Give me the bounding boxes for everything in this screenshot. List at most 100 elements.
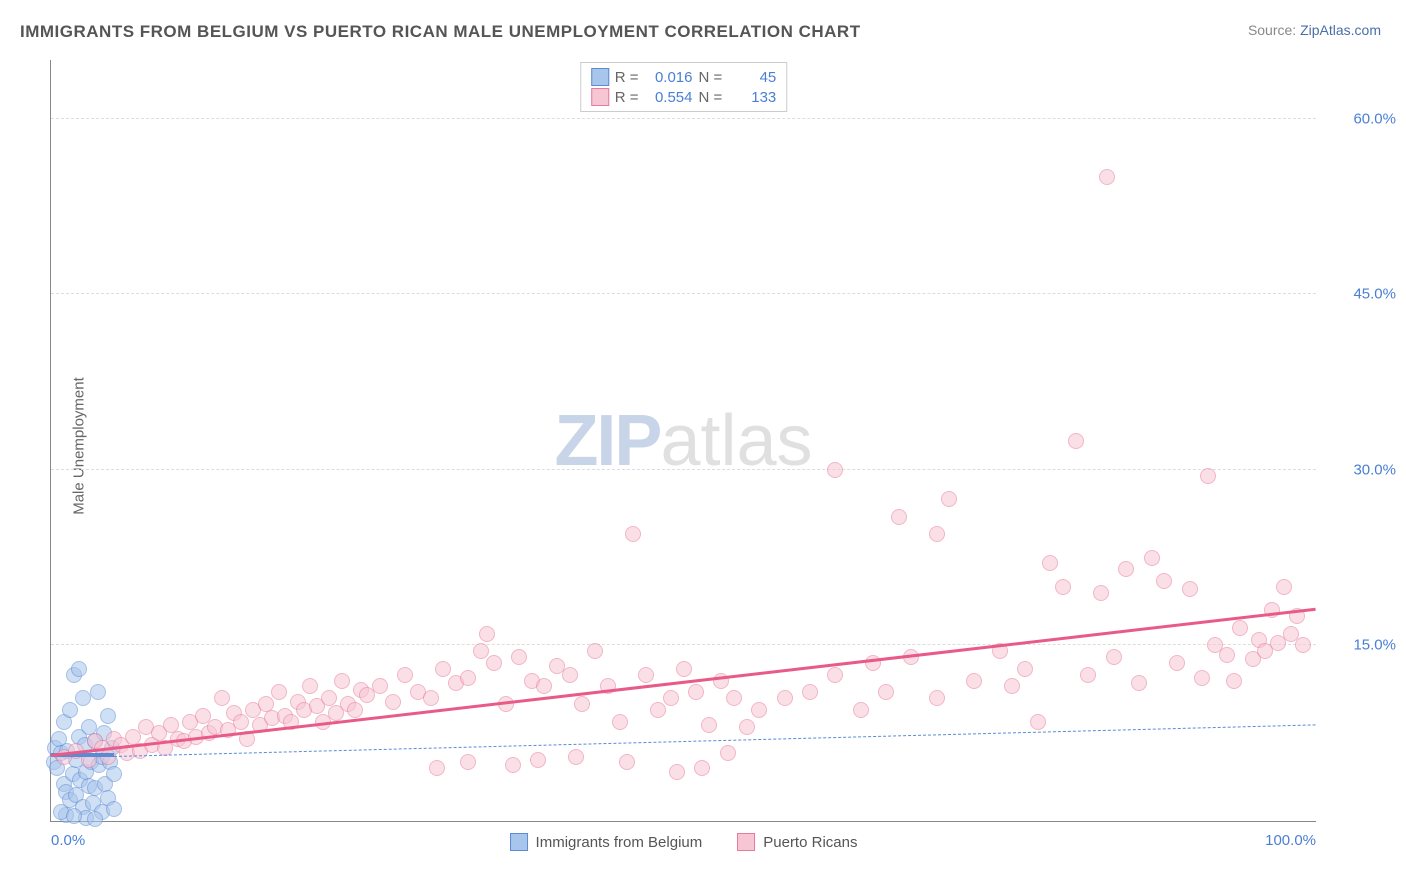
n-value-puertorican: 133 [728, 89, 776, 106]
data-point [1106, 649, 1122, 665]
source-attribution: Source: ZipAtlas.com [1248, 22, 1381, 38]
data-point [619, 754, 635, 770]
data-point [106, 766, 122, 782]
data-point [334, 673, 350, 689]
legend-row-puertorican: R = 0.554 N = 133 [591, 87, 777, 107]
r-label: R = [615, 89, 639, 106]
correlation-legend: R = 0.016 N = 45 R = 0.554 N = 133 [580, 62, 788, 112]
data-point [90, 684, 106, 700]
data-point [62, 702, 78, 718]
data-point [669, 764, 685, 780]
data-point [587, 643, 603, 659]
legend-swatch-belgium [510, 833, 528, 851]
n-label: N = [699, 69, 723, 86]
data-point [827, 462, 843, 478]
legend-label-belgium: Immigrants from Belgium [536, 834, 703, 851]
data-point [1144, 550, 1160, 566]
data-point [853, 702, 869, 718]
legend-item-puertorican: Puerto Ricans [737, 833, 857, 851]
data-point [321, 690, 337, 706]
data-point [562, 667, 578, 683]
data-point [423, 690, 439, 706]
data-point [1093, 585, 1109, 601]
data-point [479, 626, 495, 642]
data-point [777, 690, 793, 706]
data-point [100, 708, 116, 724]
data-point [751, 702, 767, 718]
data-point [1004, 678, 1020, 694]
data-point [688, 684, 704, 700]
gridline [51, 118, 1316, 119]
data-point [638, 667, 654, 683]
data-point [1182, 581, 1198, 597]
data-point [929, 690, 945, 706]
x-tick-label: 100.0% [1265, 832, 1316, 849]
data-point [1295, 637, 1311, 653]
data-point [726, 690, 742, 706]
source-value: ZipAtlas.com [1300, 22, 1381, 38]
data-point [1118, 561, 1134, 577]
y-tick-label: 30.0% [1326, 461, 1396, 478]
data-point [75, 690, 91, 706]
data-point [1080, 667, 1096, 683]
scatter-plot-area: ZIPatlas R = 0.016 N = 45 R = 0.554 N = … [50, 60, 1316, 822]
data-point [536, 678, 552, 694]
data-point [966, 673, 982, 689]
data-point [233, 714, 249, 730]
data-point [1055, 579, 1071, 595]
data-point [302, 678, 318, 694]
data-point [460, 670, 476, 686]
data-point [878, 684, 894, 700]
data-point [429, 760, 445, 776]
data-point [1030, 714, 1046, 730]
legend-swatch-puertorican [591, 88, 609, 106]
data-point [694, 760, 710, 776]
data-point [106, 801, 122, 817]
data-point [511, 649, 527, 665]
data-point [1219, 647, 1235, 663]
data-point [1131, 675, 1147, 691]
data-point [435, 661, 451, 677]
data-point [486, 655, 502, 671]
data-point [802, 684, 818, 700]
data-point [1099, 169, 1115, 185]
data-point [1017, 661, 1033, 677]
data-point [701, 717, 717, 733]
data-point [385, 694, 401, 710]
legend-label-puertorican: Puerto Ricans [763, 834, 857, 851]
data-point [71, 661, 87, 677]
data-point [650, 702, 666, 718]
r-value-belgium: 0.016 [645, 69, 693, 86]
data-point [941, 491, 957, 507]
source-label: Source: [1248, 22, 1300, 38]
y-tick-label: 60.0% [1326, 110, 1396, 127]
data-point [929, 526, 945, 542]
gridline [51, 644, 1316, 645]
trend-line [51, 607, 1316, 756]
legend-swatch-belgium [591, 68, 609, 86]
data-point [1200, 468, 1216, 484]
gridline [51, 469, 1316, 470]
data-point [1276, 579, 1292, 595]
data-point [1194, 670, 1210, 686]
chart-title: IMMIGRANTS FROM BELGIUM VS PUERTO RICAN … [20, 22, 861, 42]
r-value-puertorican: 0.554 [645, 89, 693, 106]
data-point [530, 752, 546, 768]
data-point [1156, 573, 1172, 589]
data-point [214, 690, 230, 706]
legend-item-belgium: Immigrants from Belgium [510, 833, 703, 851]
data-point [397, 667, 413, 683]
y-tick-label: 45.0% [1326, 286, 1396, 303]
data-point [460, 754, 476, 770]
data-point [505, 757, 521, 773]
x-tick-label: 0.0% [51, 832, 85, 849]
data-point [347, 702, 363, 718]
legend-swatch-puertorican [737, 833, 755, 851]
data-point [1226, 673, 1242, 689]
data-point [663, 690, 679, 706]
data-point [891, 509, 907, 525]
legend-row-belgium: R = 0.016 N = 45 [591, 67, 777, 87]
data-point [720, 745, 736, 761]
data-point [271, 684, 287, 700]
data-point [739, 719, 755, 735]
